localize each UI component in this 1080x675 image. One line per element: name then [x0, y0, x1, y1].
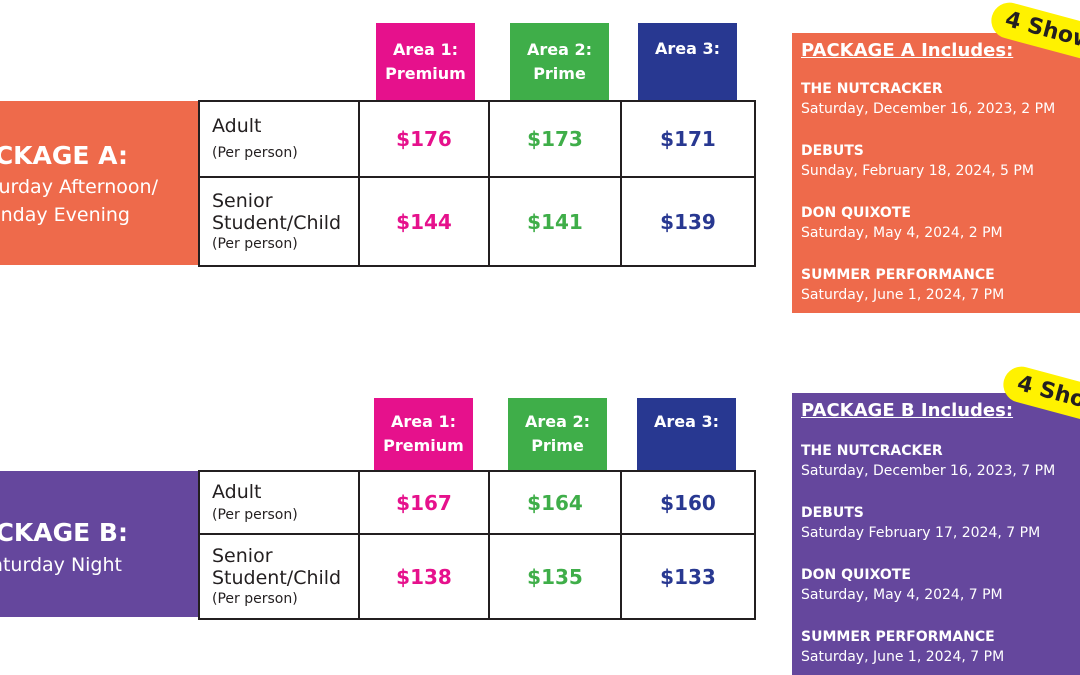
- ticket-note: (Per person): [212, 145, 298, 161]
- area3-label: Area 3:: [653, 412, 720, 431]
- price-area3: $171: [620, 100, 756, 178]
- show-item: DEBUTS Sunday, February 18, 2024, 5 PM: [801, 141, 1034, 182]
- ticket-note: (Per person): [212, 235, 298, 252]
- show-name: DON QUIXOTE: [801, 205, 911, 221]
- package-b-label: PACKAGE B: Saturday Night: [0, 471, 198, 617]
- area2-tier: Prime: [531, 436, 584, 455]
- package-b-area1-header: Area 1: Premium: [374, 398, 473, 470]
- package-b-badge-clip: 4 Shows: [960, 360, 1080, 440]
- show-name: DEBUTS: [801, 143, 864, 159]
- show-name: SUMMER PERFORMANCE: [801, 629, 995, 645]
- ticket-type-cell: Adult (Per person): [198, 470, 360, 535]
- show-name: DON QUIXOTE: [801, 567, 911, 583]
- package-b-title: PACKAGE B:: [0, 518, 128, 547]
- price-area3: $133: [620, 533, 756, 620]
- package-a-subtitle: Saturday Afternoon/ Sunday Evening: [0, 173, 158, 229]
- show-name: THE NUTCRACKER: [801, 81, 943, 97]
- package-b-area2-header: Area 2: Prime: [508, 398, 607, 470]
- show-date: Saturday, June 1, 2024, 7 PM: [801, 287, 1005, 303]
- package-a-price-table: Adult (Per person) $176 $173 $171 Senior…: [198, 100, 756, 267]
- area1-label: Area 1:: [390, 412, 457, 431]
- area1-tier: Premium: [383, 436, 464, 455]
- price-area1: $167: [358, 470, 490, 535]
- price-area2: $135: [488, 533, 622, 620]
- ticket-type-cell: Senior Student/Child (Per person): [198, 533, 360, 620]
- show-date: Saturday, December 16, 2023, 7 PM: [801, 463, 1056, 479]
- price-area2: $164: [488, 470, 622, 535]
- package-a-includes: PACKAGE A Includes: THE NUTCRACKER Satur…: [792, 33, 1080, 313]
- show-date: Saturday, June 1, 2024, 7 PM: [801, 649, 1005, 665]
- package-a-area2-header: Area 2: Prime: [510, 23, 609, 100]
- show-item: SUMMER PERFORMANCE Saturday, June 1, 202…: [801, 627, 1004, 668]
- area3-label: Area 3:: [654, 39, 721, 58]
- ticket-note: (Per person): [212, 590, 298, 607]
- show-item: DON QUIXOTE Saturday, May 4, 2024, 2 PM: [801, 203, 1003, 244]
- ticket-type: Student/Child: [212, 566, 342, 589]
- price-area2: $173: [488, 100, 622, 178]
- price-area3: $139: [620, 176, 756, 267]
- show-date: Sunday, February 18, 2024, 5 PM: [801, 163, 1034, 179]
- package-a-includes-title: PACKAGE A Includes:: [801, 40, 1014, 61]
- ticket-type: Senior: [212, 544, 273, 567]
- area1-tier: Premium: [385, 63, 466, 83]
- price-area1: $144: [358, 176, 490, 267]
- table-row: Adult (Per person) $176 $173 $171: [198, 100, 756, 178]
- ticket-type: Adult: [212, 115, 262, 137]
- show-date: Saturday, May 4, 2024, 7 PM: [801, 587, 1003, 603]
- show-item: DON QUIXOTE Saturday, May 4, 2024, 7 PM: [801, 565, 1003, 606]
- area2-label: Area 2:: [524, 412, 591, 431]
- table-row: Senior Student/Child (Per person) $138 $…: [198, 533, 756, 620]
- ticket-type: Student/Child: [212, 211, 342, 234]
- show-item: DEBUTS Saturday February 17, 2024, 7 PM: [801, 503, 1040, 544]
- show-item: THE NUTCRACKER Saturday, December 16, 20…: [801, 441, 1055, 482]
- show-name: DEBUTS: [801, 505, 864, 521]
- package-b-subtitle: Saturday Night: [0, 551, 122, 579]
- package-b-price-table: Adult (Per person) $167 $164 $160 Senior…: [198, 470, 756, 620]
- show-date: Saturday February 17, 2024, 7 PM: [801, 525, 1041, 541]
- package-a-area3-header: Area 3:: [638, 23, 737, 100]
- show-item: SUMMER PERFORMANCE Saturday, June 1, 202…: [801, 265, 1004, 306]
- package-a-subtitle-line: Sunday Evening: [0, 204, 130, 226]
- show-name: SUMMER PERFORMANCE: [801, 267, 995, 283]
- table-row: Adult (Per person) $167 $164 $160: [198, 470, 756, 535]
- show-date: Saturday, May 4, 2024, 2 PM: [801, 225, 1003, 241]
- ticket-note: (Per person): [212, 506, 298, 523]
- package-b-includes-title: PACKAGE B Includes:: [801, 400, 1014, 421]
- area1-label: Area 1:: [392, 39, 459, 59]
- package-a-shows-badge: 4 Shows: [987, 0, 1080, 73]
- package-b-shows-badge: 4 Shows: [999, 362, 1080, 437]
- package-b-subtitle-line: Saturday Night: [0, 554, 122, 576]
- show-name: THE NUTCRACKER: [801, 443, 943, 459]
- price-area1: $176: [358, 100, 490, 178]
- price-area3: $160: [620, 470, 756, 535]
- package-b-includes: PACKAGE B Includes: THE NUTCRACKER Satur…: [792, 393, 1080, 675]
- show-item: THE NUTCRACKER Saturday, December 16, 20…: [801, 79, 1055, 120]
- ticket-type: Senior: [212, 189, 273, 212]
- package-a-area1-header: Area 1: Premium: [376, 23, 475, 100]
- table-row: Senior Student/Child (Per person) $144 $…: [198, 176, 756, 267]
- package-b-area3-header: Area 3:: [637, 398, 736, 470]
- ticket-type-cell: Adult (Per person): [198, 100, 360, 178]
- area2-tier: Prime: [533, 63, 586, 83]
- package-a-subtitle-line: Saturday Afternoon/: [0, 176, 158, 198]
- ticket-type: Adult: [212, 480, 262, 503]
- price-area1: $138: [358, 533, 490, 620]
- area2-label: Area 2:: [526, 39, 593, 59]
- package-a-badge-clip: 4 Shows: [960, 0, 1080, 80]
- show-date: Saturday, December 16, 2023, 2 PM: [801, 101, 1056, 117]
- package-a-label: PACKAGE A: Saturday Afternoon/ Sunday Ev…: [0, 101, 198, 265]
- ticket-type-cell: Senior Student/Child (Per person): [198, 176, 360, 267]
- package-a-title: PACKAGE A:: [0, 141, 128, 170]
- price-area2: $141: [488, 176, 622, 267]
